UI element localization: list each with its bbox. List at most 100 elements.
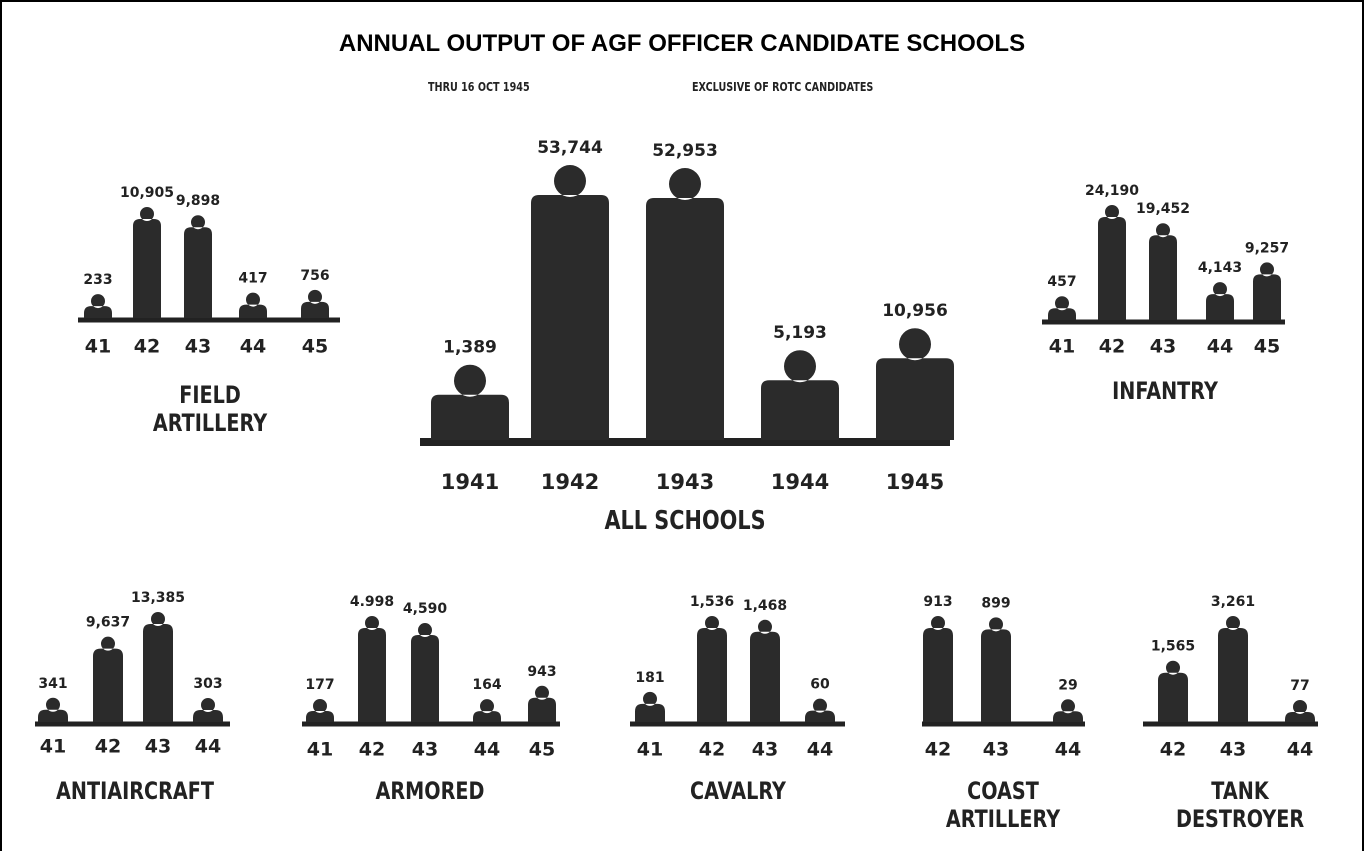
soldier-figure bbox=[93, 637, 123, 722]
value-label: 13,385 bbox=[131, 590, 185, 606]
value-label: 233 bbox=[83, 272, 112, 288]
chart-title: ARMORED bbox=[350, 778, 510, 806]
x-tick-label: 41 bbox=[1049, 336, 1075, 358]
x-tick-label: 1943 bbox=[656, 470, 714, 494]
soldier-figure bbox=[473, 699, 501, 722]
soldier-figure bbox=[531, 165, 609, 440]
value-label: 756 bbox=[300, 268, 329, 284]
x-tick-label: 43 bbox=[145, 736, 171, 758]
value-label: 19,452 bbox=[1136, 201, 1190, 217]
main-title: ANNUAL OUTPUT OF AGF OFFICER CANDIDATE S… bbox=[0, 30, 1364, 58]
chart-title: INFANTRY bbox=[1085, 378, 1245, 406]
value-label: 177 bbox=[305, 677, 334, 693]
value-label: 4.998 bbox=[350, 594, 394, 610]
x-tick-label: 42 bbox=[1160, 739, 1186, 761]
value-label: 77 bbox=[1290, 678, 1309, 694]
soldier-figure bbox=[84, 294, 112, 318]
soldier-figure bbox=[184, 215, 212, 318]
value-label: 1,536 bbox=[690, 594, 734, 610]
x-tick-label: 45 bbox=[302, 336, 328, 358]
x-tick-label: 43 bbox=[983, 739, 1009, 761]
x-tick-label: 41 bbox=[40, 736, 66, 758]
x-tick-label: 44 bbox=[1207, 336, 1233, 358]
soldier-figure bbox=[239, 293, 267, 318]
x-tick-label: 42 bbox=[925, 739, 951, 761]
soldier-figure bbox=[301, 290, 329, 318]
x-tick-label: 45 bbox=[529, 739, 555, 761]
soldier-figure bbox=[1053, 699, 1083, 722]
chart-title: TANK DESTROYER bbox=[1176, 778, 1304, 833]
x-tick-label: 45 bbox=[1254, 336, 1280, 358]
chart-title: ANTIAIRCRAFT bbox=[47, 778, 223, 806]
value-label: 24,190 bbox=[1085, 183, 1139, 199]
x-tick-label: 41 bbox=[637, 739, 663, 761]
value-label: 9,898 bbox=[176, 193, 220, 209]
x-tick-label: 1941 bbox=[441, 470, 499, 494]
soldier-figure bbox=[697, 616, 727, 722]
soldier-figure bbox=[1206, 282, 1234, 320]
x-tick-label: 1944 bbox=[771, 470, 829, 494]
value-label: 181 bbox=[635, 670, 664, 686]
soldier-figure bbox=[1098, 205, 1126, 320]
value-label: 9,257 bbox=[1245, 240, 1289, 256]
soldier-figure bbox=[805, 699, 835, 722]
x-tick-label: 44 bbox=[240, 336, 266, 358]
value-label: 3,261 bbox=[1211, 594, 1255, 610]
soldier-figure bbox=[1253, 262, 1281, 320]
soldier-figure bbox=[143, 612, 173, 722]
x-tick-label: 43 bbox=[1220, 739, 1246, 761]
x-tick-label: 1942 bbox=[541, 470, 599, 494]
soldier-figure bbox=[761, 350, 839, 440]
soldier-figure bbox=[411, 623, 439, 722]
soldier-figure bbox=[306, 699, 334, 722]
value-label: 4,590 bbox=[403, 601, 448, 617]
x-tick-label: 41 bbox=[307, 739, 333, 761]
soldier-figure bbox=[923, 616, 953, 722]
value-label: 943 bbox=[527, 664, 556, 680]
value-label: 303 bbox=[193, 676, 222, 692]
value-label: 52,953 bbox=[652, 141, 718, 161]
x-tick-label: 44 bbox=[195, 736, 221, 758]
soldier-figure bbox=[133, 207, 161, 318]
value-label: 913 bbox=[923, 594, 952, 610]
value-label: 10,956 bbox=[882, 301, 948, 321]
note: THRU 16 OCT 1945 bbox=[428, 80, 530, 94]
soldier-figure bbox=[1048, 296, 1076, 320]
chart-title: COAST ARTILLERY bbox=[939, 778, 1067, 833]
value-label: 29 bbox=[1058, 677, 1077, 693]
value-label: 899 bbox=[981, 595, 1010, 611]
soldier-figure bbox=[750, 620, 780, 722]
x-tick-label: 43 bbox=[185, 336, 211, 358]
soldier-figure bbox=[1218, 616, 1248, 722]
x-tick-label: 43 bbox=[752, 739, 778, 761]
note: EXCLUSIVE OF ROTC CANDIDATES bbox=[692, 80, 873, 94]
soldier-figure bbox=[876, 328, 954, 440]
x-tick-label: 1945 bbox=[886, 470, 944, 494]
value-label: 164 bbox=[472, 677, 501, 693]
soldier-figure bbox=[1285, 700, 1315, 722]
soldier-figure bbox=[431, 365, 509, 440]
x-tick-label: 44 bbox=[474, 739, 500, 761]
soldier-figure bbox=[635, 692, 665, 722]
x-tick-label: 44 bbox=[1287, 739, 1313, 761]
x-tick-label: 44 bbox=[807, 739, 833, 761]
soldier-figure bbox=[38, 698, 68, 722]
x-tick-label: 44 bbox=[1055, 739, 1081, 761]
soldier-figure bbox=[193, 698, 223, 722]
soldier-figure bbox=[1158, 661, 1188, 722]
value-label: 457 bbox=[1047, 274, 1076, 290]
soldier-figure bbox=[1149, 223, 1177, 320]
value-label: 53,744 bbox=[537, 138, 603, 158]
x-tick-label: 42 bbox=[134, 336, 160, 358]
x-tick-label: 42 bbox=[359, 739, 385, 761]
x-tick-label: 42 bbox=[95, 736, 121, 758]
value-label: 5,193 bbox=[773, 323, 827, 343]
value-label: 1,389 bbox=[443, 338, 497, 358]
value-label: 4,143 bbox=[1198, 260, 1242, 276]
soldier-figure bbox=[528, 686, 556, 722]
value-label: 1,565 bbox=[1151, 639, 1195, 655]
soldier-figure bbox=[358, 616, 386, 722]
value-label: 341 bbox=[38, 676, 67, 692]
chart-title: CAVALRY bbox=[658, 778, 818, 806]
chart-title: ALL SCHOOLS bbox=[557, 507, 813, 537]
